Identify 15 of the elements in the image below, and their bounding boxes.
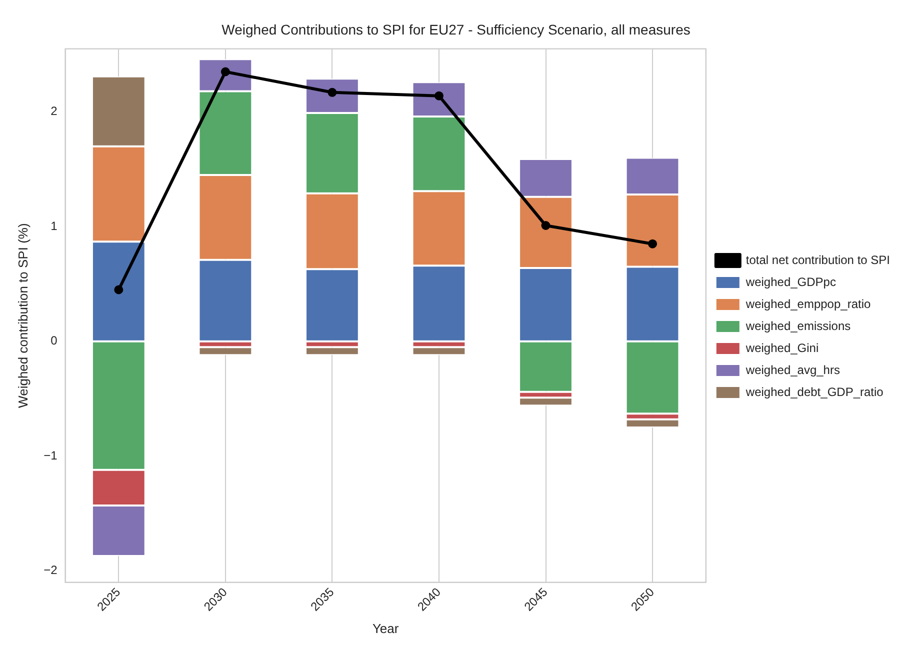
y-tick-label: −1 [44, 448, 58, 462]
legend-label: weighed_emissions [744, 318, 851, 333]
legend-label: weighed_Gini [744, 340, 819, 355]
y-tick-label: 1 [50, 218, 58, 233]
y-tick-label: 0 [50, 334, 58, 348]
legend-label: weighed_avg_hrs [744, 362, 840, 377]
y-axis-title: Weighed contribution to SPI (%) [15, 223, 30, 408]
y-tick-label: −2 [44, 563, 58, 578]
legend-label: weighed_debt_GDP_ratio [744, 384, 884, 399]
chart-title: Weighed Contributions to SPI for EU27 - Sufficiency Scenario, all measures [222, 21, 690, 38]
legend-label: weighed_emppop_ratio [744, 296, 871, 311]
legend-label: weighed_GDPpc [744, 274, 836, 289]
legend-label: total net contribution to SPI [746, 252, 890, 267]
x-axis-title: Year [372, 620, 400, 636]
y-tick-label: 2 [50, 104, 58, 118]
